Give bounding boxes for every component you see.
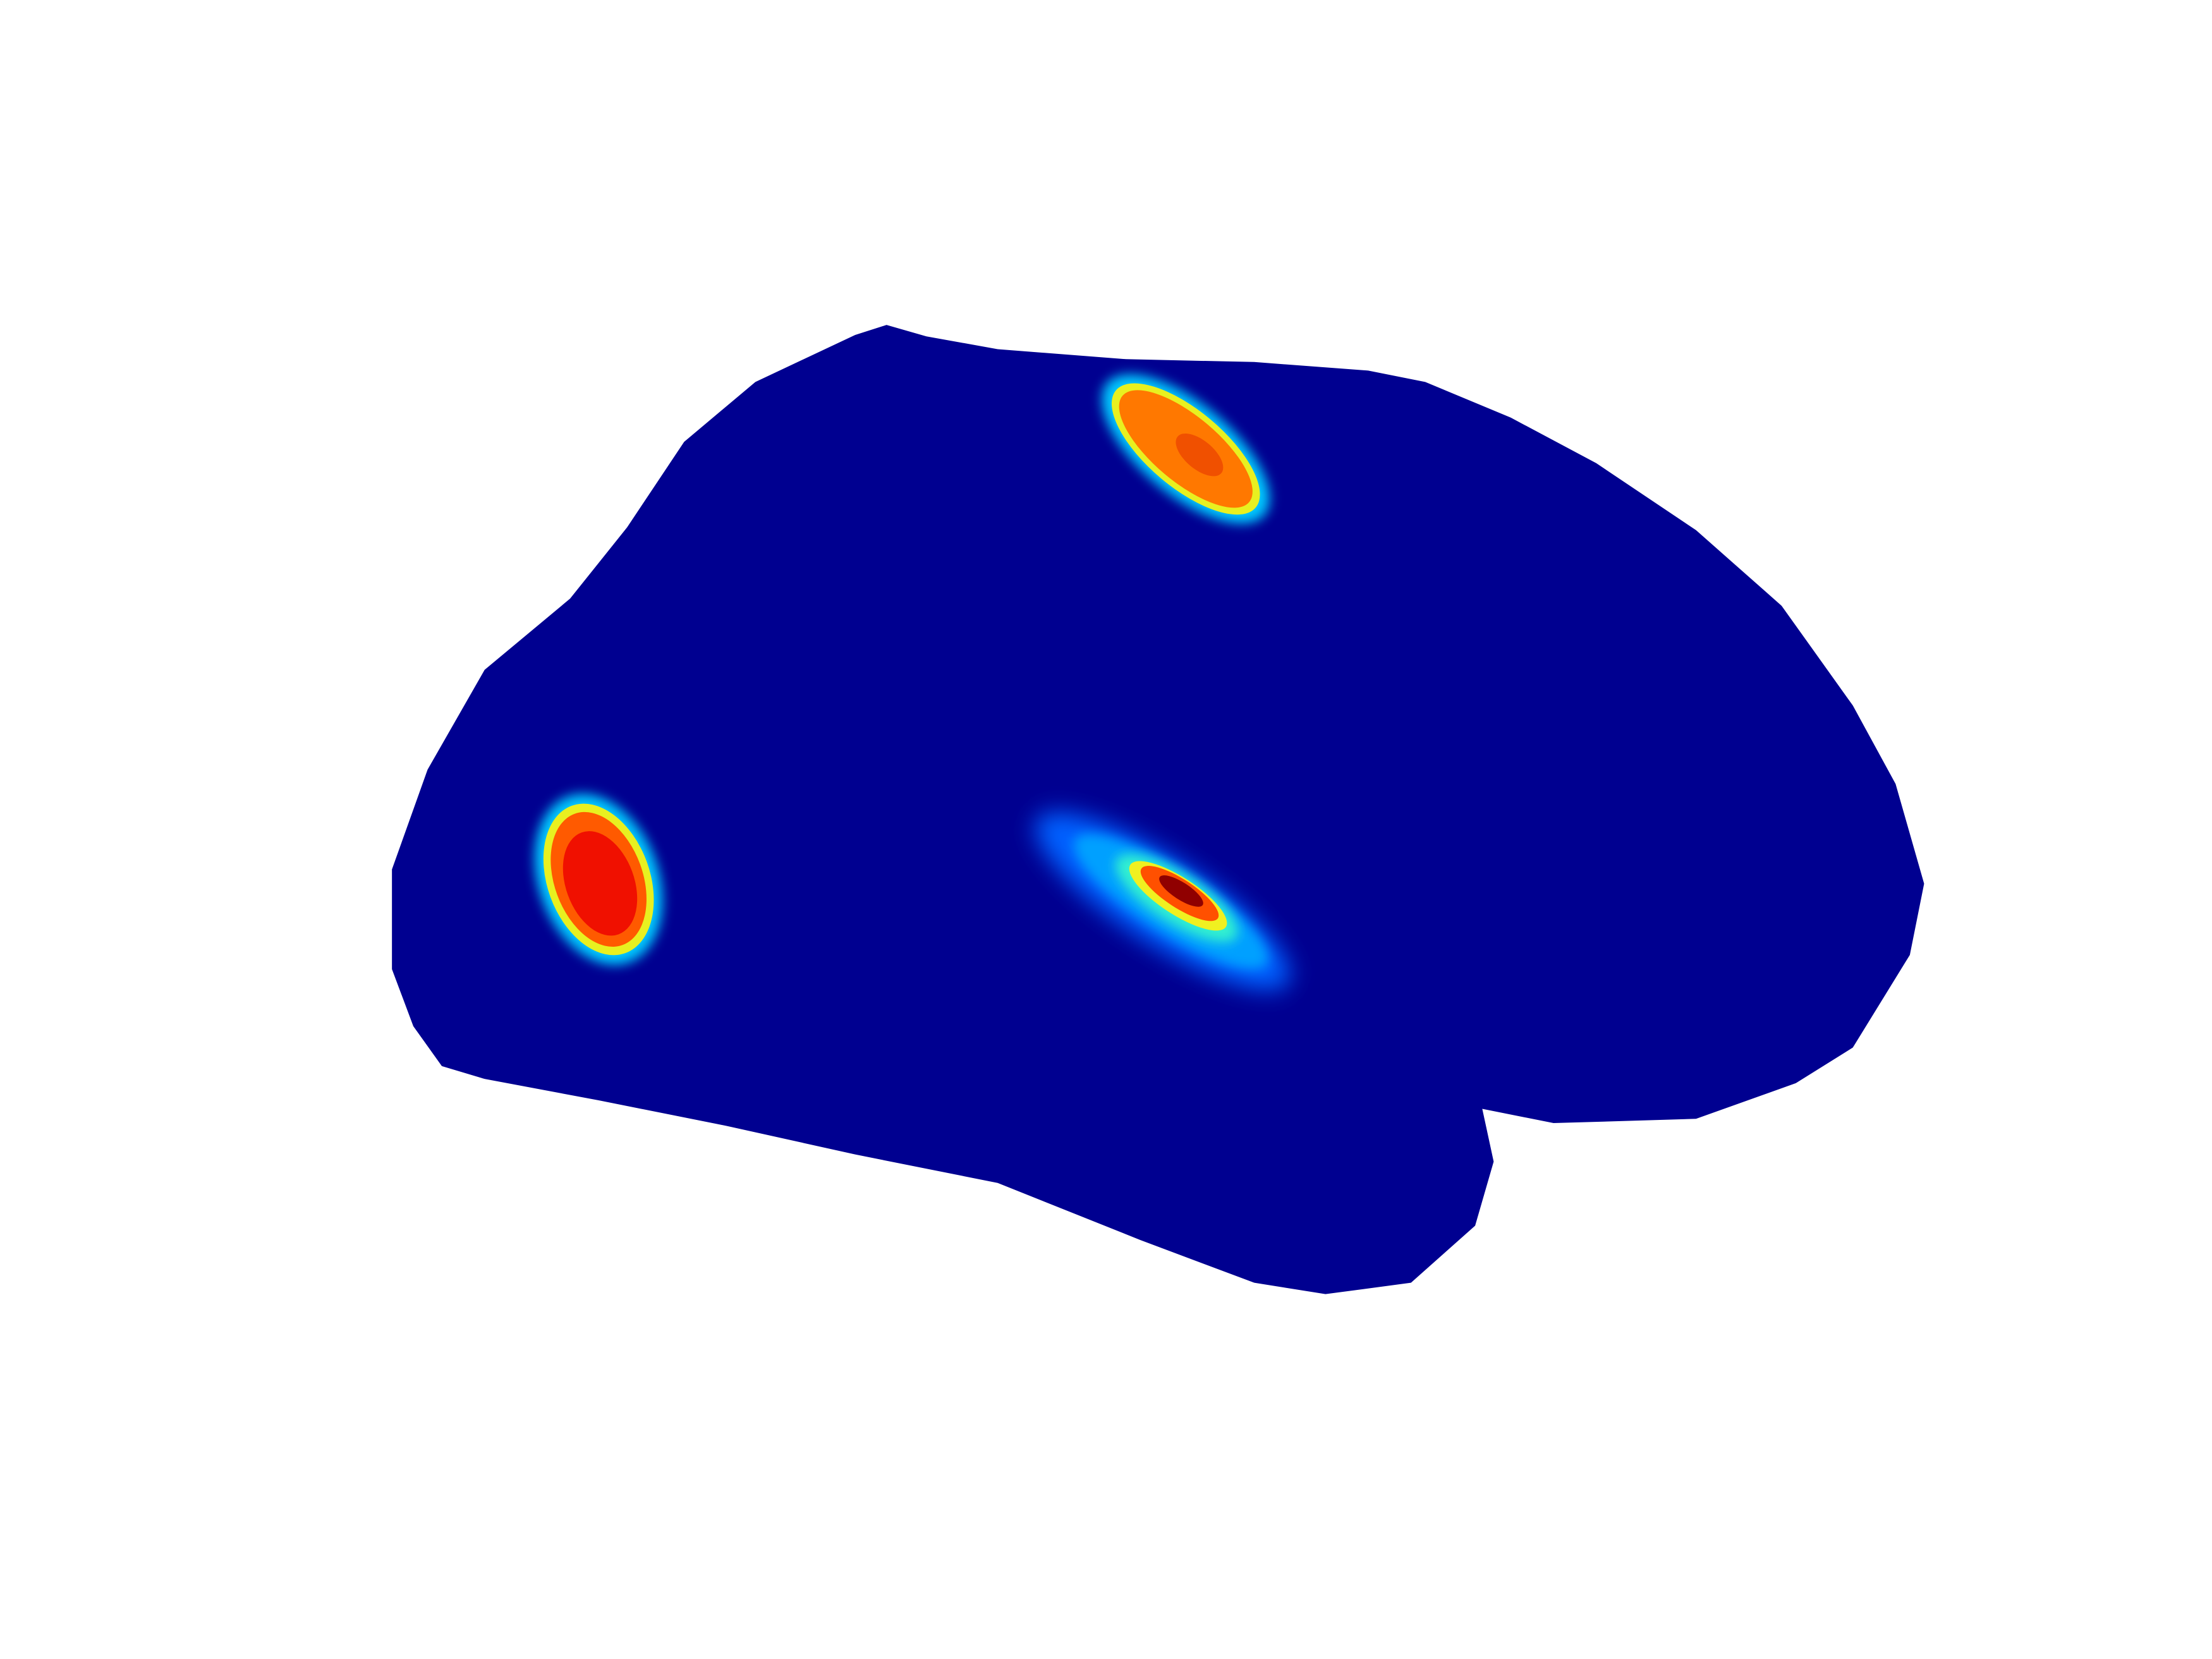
activation-frontal	[535, 794, 663, 965]
brain-surface	[392, 325, 1924, 1294]
activation-parietal	[1102, 374, 1270, 524]
activation-temporal	[1035, 811, 1291, 990]
